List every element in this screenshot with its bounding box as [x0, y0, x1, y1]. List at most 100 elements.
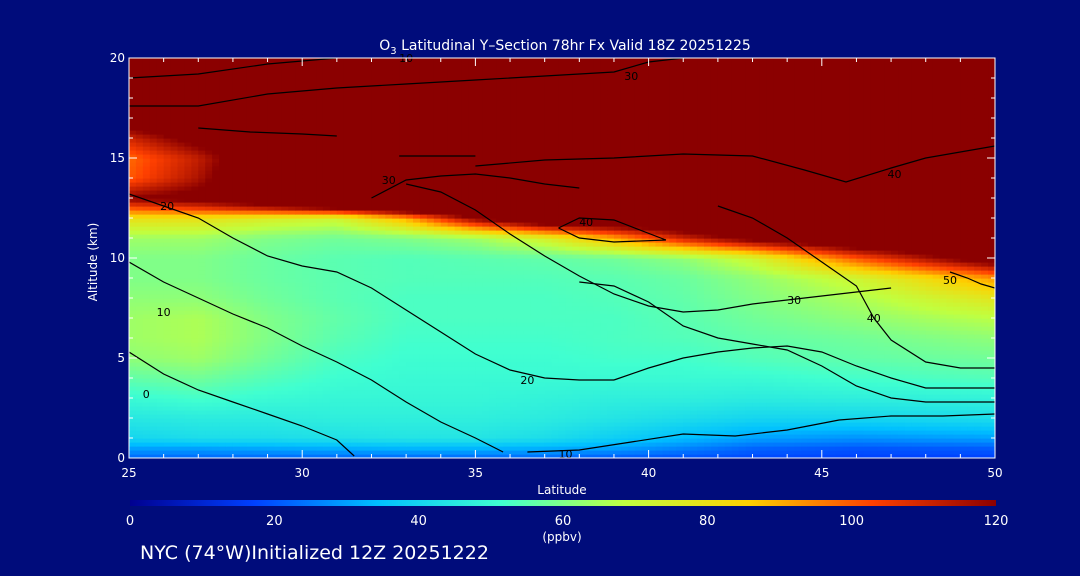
field-cell: [336, 438, 345, 443]
field-cell: [898, 358, 906, 363]
field-cell: [198, 326, 206, 331]
field-cell: [925, 338, 934, 343]
field-cell: [662, 454, 670, 458]
field-cell: [343, 386, 352, 391]
field-cell: [357, 418, 366, 423]
field-cell: [184, 306, 192, 311]
field-cell: [205, 314, 213, 319]
field-cell: [357, 430, 366, 435]
field-cell: [939, 326, 948, 331]
field-cell: [807, 430, 816, 435]
field-cell: [593, 366, 601, 371]
field-cell: [738, 298, 747, 303]
field-cell: [413, 386, 421, 391]
field-cell: [274, 430, 283, 435]
field-cell: [794, 454, 802, 458]
field-cell: [468, 394, 476, 399]
field-cell: [932, 306, 941, 311]
field-cell: [717, 386, 726, 391]
field-cell: [690, 302, 698, 307]
field-cell: [717, 410, 726, 415]
field-cell: [530, 454, 539, 458]
field-cell: [877, 334, 885, 339]
field-cell: [295, 358, 303, 363]
field-cell: [593, 330, 601, 335]
field-cell: [551, 438, 560, 443]
field-cell: [329, 298, 338, 303]
field-cell: [634, 382, 643, 387]
field-cell: [267, 422, 276, 427]
field-cell: [516, 334, 525, 339]
field-cell: [745, 378, 754, 383]
field-cell: [704, 394, 712, 399]
field-cell: [655, 382, 664, 387]
field-cell: [357, 398, 366, 403]
field-cell: [523, 422, 532, 427]
field-cell: [212, 450, 220, 455]
field-cell: [877, 426, 885, 431]
field-cell: [780, 378, 788, 383]
field-cell: [932, 398, 941, 403]
field-cell: [135, 366, 144, 371]
field-cell: [177, 334, 186, 339]
field-cell: [773, 354, 781, 359]
field-cell: [988, 450, 995, 455]
field-cell: [530, 366, 539, 371]
field-cell: [752, 422, 761, 427]
field-cell: [856, 438, 864, 443]
field-cell: [842, 334, 851, 339]
field-cell: [627, 302, 636, 307]
field-cell: [343, 382, 352, 387]
field-cell: [440, 306, 449, 311]
field-cell: [655, 386, 664, 391]
field-cell: [620, 326, 629, 331]
field-cell: [877, 314, 885, 319]
field-cell: [246, 382, 255, 387]
field-cell: [413, 454, 421, 458]
field-cell: [475, 330, 483, 335]
field-cell: [274, 422, 283, 427]
field-cell: [669, 382, 677, 387]
field-cell: [385, 334, 393, 339]
field-cell: [336, 398, 345, 403]
field-cell: [572, 398, 580, 403]
field-cell: [295, 426, 303, 431]
field-cell: [135, 314, 144, 319]
field-cell: [911, 342, 920, 347]
field-cell: [828, 438, 837, 443]
field-cell: [392, 406, 400, 411]
field-cell: [191, 378, 199, 383]
field-cell: [911, 302, 920, 307]
field-cell: [406, 370, 414, 375]
field-cell: [482, 318, 490, 323]
field-cell: [489, 374, 497, 379]
field-cell: [274, 382, 283, 387]
field-cell: [302, 422, 310, 427]
field-cell: [163, 334, 172, 339]
field-cell: [676, 418, 684, 423]
field-cell: [738, 310, 747, 315]
field-cell: [939, 298, 948, 303]
field-cell: [939, 310, 948, 315]
field-cell: [801, 346, 809, 351]
field-cell: [690, 334, 698, 339]
field-cell: [544, 334, 553, 339]
field-cell: [904, 370, 913, 375]
field-cell: [350, 454, 359, 458]
field-cell: [440, 398, 449, 403]
field-cell: [419, 338, 428, 343]
field-cell: [891, 386, 899, 391]
field-cell: [239, 422, 248, 427]
field-cell: [260, 306, 269, 311]
field-cell: [523, 314, 532, 319]
field-cell: [634, 434, 643, 439]
field-cell: [385, 298, 393, 303]
field-cell: [842, 310, 851, 315]
field-cell: [953, 426, 961, 431]
field-cell: [925, 450, 934, 455]
field-cell: [863, 326, 871, 331]
field-cell: [759, 350, 767, 355]
field-cell: [634, 378, 643, 383]
field-cell: [198, 314, 206, 319]
field-cell: [662, 346, 670, 351]
